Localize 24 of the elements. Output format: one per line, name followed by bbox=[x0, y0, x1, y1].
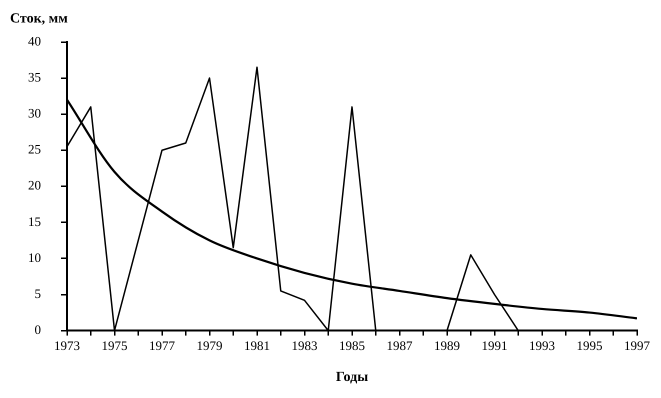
x-tick-label: 1991 bbox=[482, 338, 508, 353]
x-axis-title: Годы bbox=[336, 370, 368, 386]
x-tick-label: 1979 bbox=[196, 338, 222, 353]
x-tick-label: 1993 bbox=[529, 338, 555, 353]
y-tick-label: 25 bbox=[28, 142, 41, 157]
y-tick-label: 0 bbox=[34, 322, 41, 338]
x-tick-label: 1973 bbox=[54, 338, 80, 353]
y-tick-label: 35 bbox=[28, 69, 41, 84]
x-tick-label: 1977 bbox=[149, 338, 176, 353]
x-tick-label: 1975 bbox=[102, 338, 128, 353]
y-tick-label: 10 bbox=[28, 250, 41, 265]
x-tick-label: 1983 bbox=[292, 338, 318, 353]
x-tick-label: 1987 bbox=[386, 338, 413, 353]
x-tick-label: 1981 bbox=[244, 338, 270, 353]
x-tick-label: 1995 bbox=[576, 338, 602, 353]
y-axis-title: Сток, мм bbox=[10, 12, 68, 27]
y-tick-label: 40 bbox=[28, 33, 41, 48]
y-tick-label: 15 bbox=[28, 214, 41, 229]
x-tick-label: 1985 bbox=[339, 338, 365, 353]
x-tick-label: 1997 bbox=[624, 338, 650, 353]
x-tick-label: 1989 bbox=[434, 338, 460, 353]
y-tick-label: 5 bbox=[34, 286, 41, 301]
y-tick-label: 20 bbox=[28, 178, 41, 193]
y-tick-label: 30 bbox=[28, 106, 41, 121]
